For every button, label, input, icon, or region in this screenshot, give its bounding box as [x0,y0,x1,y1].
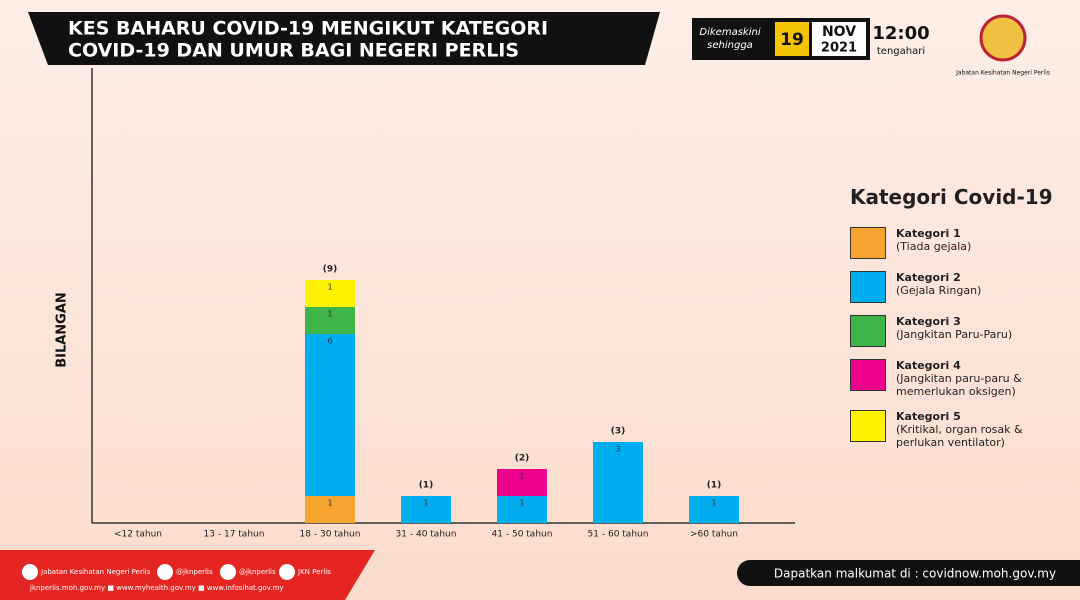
segment-label: 1 [327,499,332,508]
legend-swatch [850,359,886,391]
month-box [812,22,866,56]
legend-description: (Jangkitan Paru-Paru) [896,328,1013,341]
legend-swatch [850,271,886,303]
social-handle: Jabatan Kesihatan Negeri Perlis [40,568,151,576]
legend-swatch [850,315,886,347]
legend-swatch [850,227,886,259]
bar-segment [401,496,451,523]
social-handle: @jknperlis [176,568,213,576]
day-box [775,22,809,56]
legend-description: (Jangkitan paru-paru & memerlukan oksige… [896,372,1022,398]
legend: Kategori Covid-19 Kategori 1 (Tiada gejal… [850,185,1070,461]
segment-label: 1 [519,499,524,508]
total-label: (2) [515,454,530,464]
bar-segment [305,307,355,334]
total-label: (9) [323,265,338,275]
x-tick-label: 31 - 40 tahun [396,530,457,540]
segment-label: 1 [519,472,524,481]
social-handle: @jknperlis [239,568,276,576]
bar-segment [497,496,547,523]
social-icon [157,564,173,580]
legend-item: Kategori 2 (Gejala Ringan) [850,271,1070,303]
logo [979,14,1027,62]
updated: Dikemaskini [699,27,760,38]
legend-swatch [850,410,886,442]
title-banner [28,12,660,65]
legend-name: Kategori 4 [896,359,961,372]
bar-segment [305,280,355,307]
social-icon [279,564,295,580]
time-note: tengahari [877,46,925,57]
legend-item: Kategori 3 (Jangkitan Paru-Paru) [850,315,1070,347]
legend-description: (Kritikal, organ rosak & perlukan ventil… [896,423,1023,449]
updated: sehingga [707,40,753,51]
links: jknperlis.moh.gov.my ■ www.myhealth.gov.… [29,584,284,592]
legend-name: Kategori 2 [896,271,961,284]
social-icon [220,564,236,580]
social-icon [22,564,38,580]
info: Dapatkan malkumat di : covidnow.moh.gov.… [774,567,1056,581]
legend-item: Kategori 5 (Kritikal, organ rosak & perlu… [850,410,1070,449]
legend-name: Kategori 5 [896,410,961,423]
bar-segment [497,469,547,496]
legend-item: Kategori 4 (Jangkitan paru-paru & memerlu… [850,359,1070,398]
total-label: (1) [707,481,722,491]
x-tick-label: 13 - 17 tahun [204,530,265,540]
segment-label: 1 [327,283,332,292]
segment-label: 1 [423,499,428,508]
bar-segment [593,442,643,523]
total-label: (3) [611,427,626,437]
legend-description: (Gejala Ringan) [896,284,982,297]
legend-name: Kategori 1 [896,227,961,240]
agency: Jabatan Kesihatan Negeri Perlis [955,70,1050,77]
bar-segment [305,334,355,496]
legend-title: Kategori Covid-19 [850,185,1053,209]
y-axis-label: BILANGAN [55,292,70,368]
segment-label: 1 [327,310,332,319]
segment-label: 6 [327,337,332,346]
legend-item: Kategori 1 (Tiada gejala) [850,227,1070,259]
x-tick-label: 41 - 50 tahun [492,530,553,540]
x-tick-label: 51 - 60 tahun [588,530,649,540]
x-tick-label: 18 - 30 tahun [300,530,361,540]
legend-name: Kategori 3 [896,315,961,328]
segment-label: 3 [615,445,620,454]
legend-description: (Tiada gejala) [896,240,972,253]
total-label: (1) [419,481,434,491]
day: 19 [780,30,804,50]
social-handle: JKN Perlis [297,568,331,576]
info-banner [737,560,1080,586]
segment-label: 1 [711,499,716,508]
x-tick-label: >60 tahun [690,530,738,540]
title: KES BAHARU COVID-19 MENGIKUT KATEGORI [68,18,548,40]
x-tick-label: <12 tahun [114,530,162,540]
legend-items: Kategori 1 (Tiada gejala) Kategori 2 (Gejal… [850,227,1070,449]
title: COVID-19 DAN UMUR BAGI NEGERI PERLIS [68,40,519,62]
time: 12:00 [872,23,929,44]
bar-segment [689,496,739,523]
footer-banner [0,550,375,600]
year: 2021 [821,41,857,56]
month: NOV [822,24,856,40]
bar-segment [305,496,355,523]
